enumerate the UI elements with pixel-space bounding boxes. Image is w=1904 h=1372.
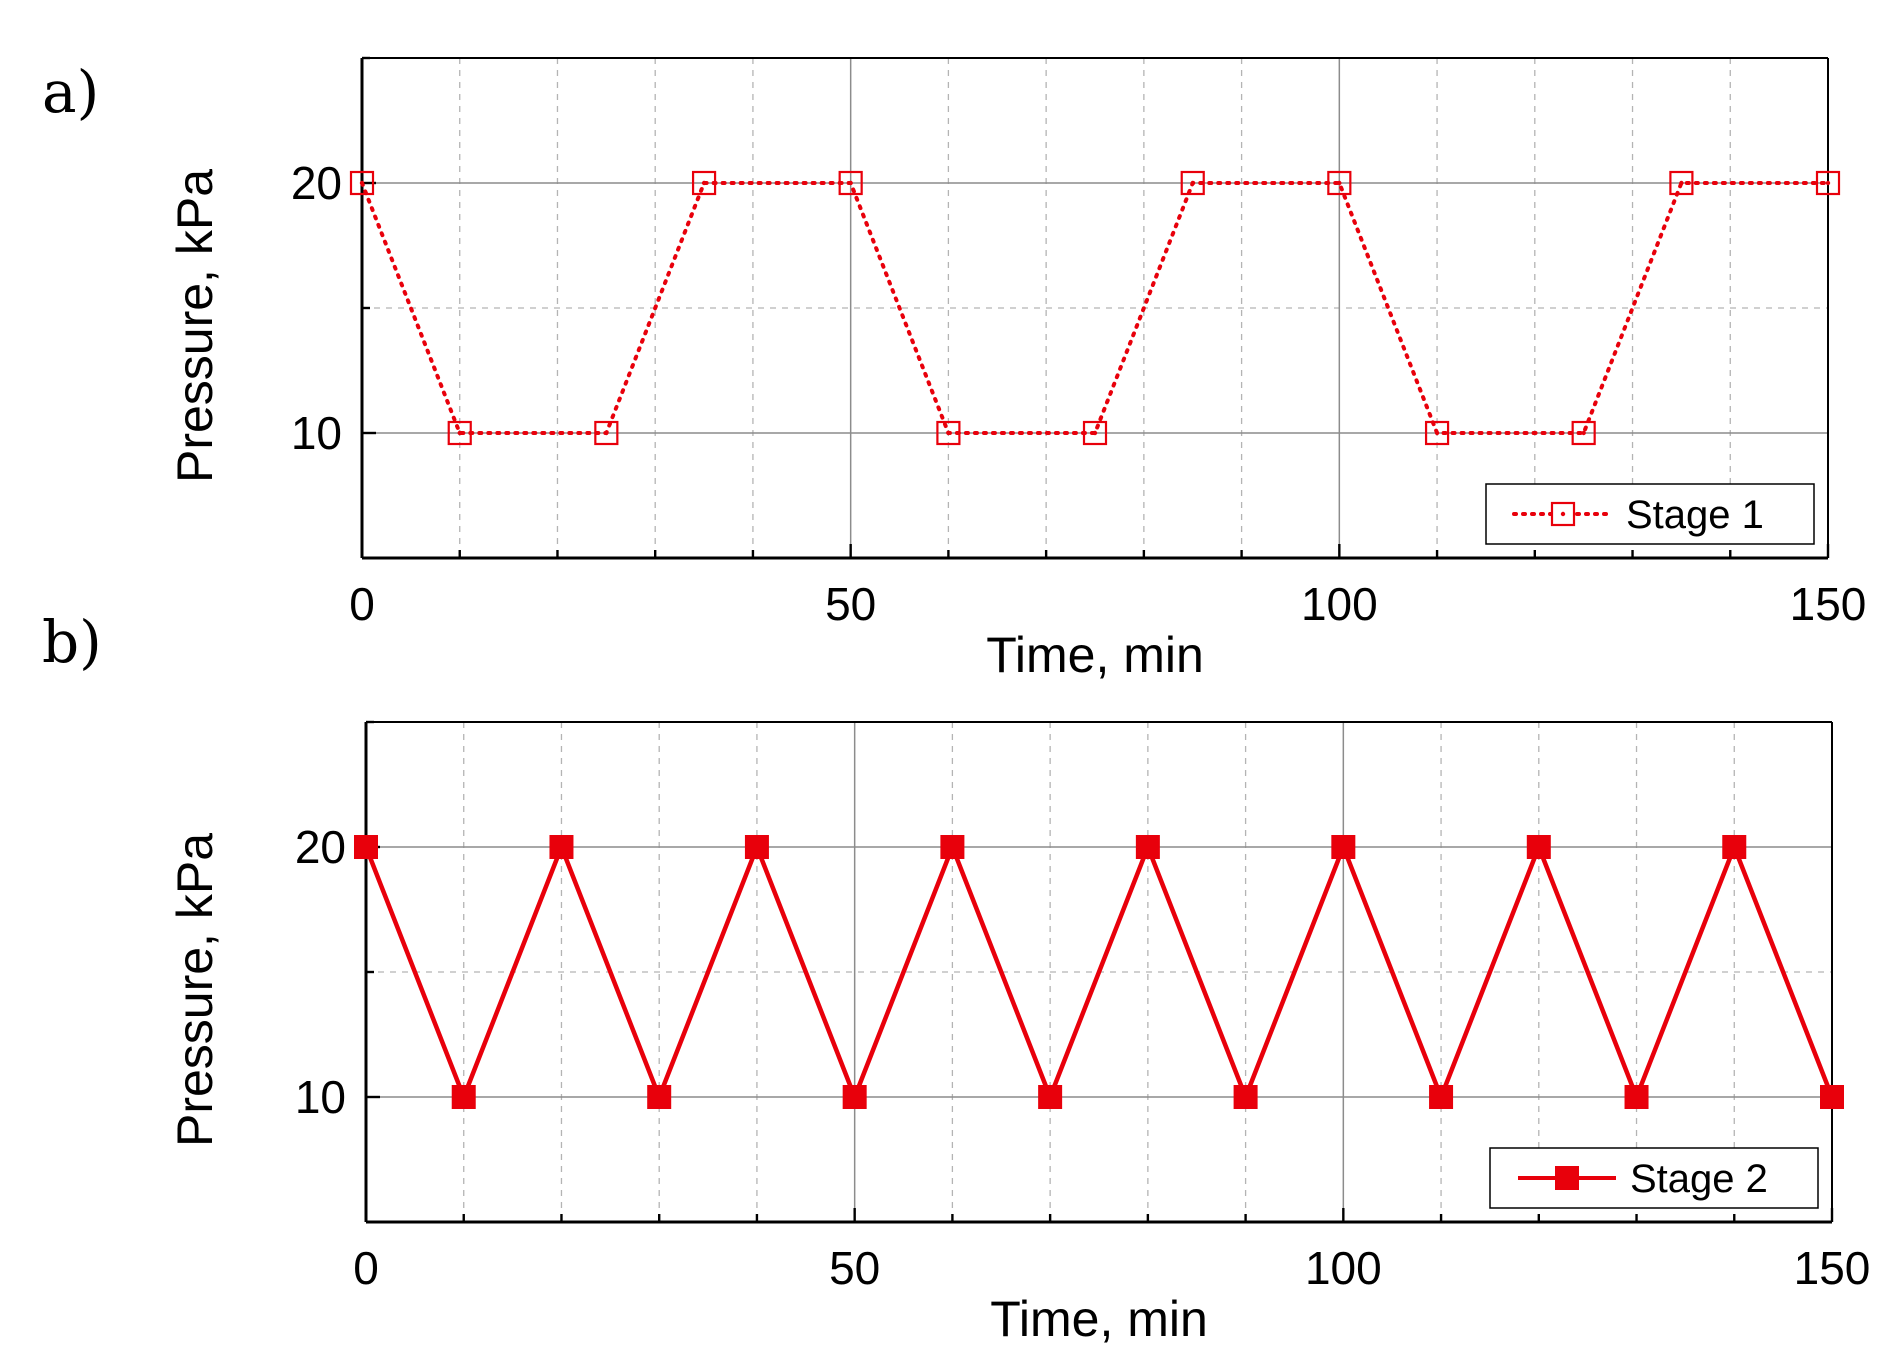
data-point [842, 1085, 867, 1109]
data-point-dot [1337, 180, 1342, 186]
data-point [691, 170, 717, 196]
data-point [1571, 420, 1596, 446]
y-tick-label: 20 [295, 821, 346, 873]
x-tick-label: 50 [825, 578, 876, 630]
data-point [1820, 1085, 1844, 1109]
data-point [594, 420, 619, 446]
data-point [1424, 420, 1450, 446]
data-point-dot [1581, 430, 1586, 436]
y-axis-title: Pressure, kPa [167, 833, 223, 1147]
data-point-dot [359, 180, 365, 186]
data-point [549, 835, 574, 859]
data-point [1722, 835, 1747, 859]
data-point [940, 835, 965, 859]
chart-panel-1: a) 0 50 100 150 10 20 Time, min Pressure, kPa Sta… [42, 56, 1867, 683]
y-tick-label: 10 [291, 407, 342, 459]
data-point [838, 170, 863, 196]
x-tick-label: 0 [349, 578, 375, 630]
data-point [354, 835, 378, 859]
data-point [349, 170, 375, 196]
legend-marker-dot [1560, 511, 1566, 517]
x-tick-label: 100 [1301, 578, 1378, 630]
data-point [647, 1085, 672, 1109]
data-point [451, 1085, 476, 1109]
data-point [1429, 1085, 1454, 1109]
data-point-dot [457, 430, 462, 436]
data-point [744, 835, 769, 859]
chart-panel-2: b) 0 50 100 150 10 20 Time, min Pressure, kPa Sta… [42, 608, 1870, 1347]
data-point [1135, 835, 1160, 859]
x-tick-label: 100 [1305, 1242, 1382, 1294]
x-tick-label: 0 [353, 1242, 379, 1294]
x-axis-title: Time, min [986, 627, 1204, 683]
data-point [1180, 170, 1205, 196]
x-tick-label: 50 [829, 1242, 880, 1294]
legend-label: Stage 2 [1630, 1157, 1768, 1201]
legend: Stage 2 [1489, 1147, 1819, 1209]
data-point-dot [701, 180, 707, 186]
data-point [1669, 170, 1694, 196]
data-point [447, 420, 472, 446]
data-point [1526, 835, 1551, 859]
y-axis-title: Pressure, kPa [167, 169, 223, 483]
data-point-dot [1092, 430, 1098, 436]
data-point [1331, 835, 1356, 859]
data-point-dot [604, 430, 609, 436]
data-point-dot [1434, 430, 1440, 436]
data-point [936, 420, 961, 446]
data-point-dot [1825, 180, 1831, 186]
legend-label: Stage 1 [1626, 493, 1764, 537]
data-point [1082, 420, 1108, 446]
data-point-dot [1190, 180, 1195, 186]
x-tick-label: 150 [1794, 1242, 1871, 1294]
data-point [1327, 170, 1352, 196]
data-point-dot [1679, 180, 1684, 186]
data-point-dot [946, 430, 951, 436]
data-point [1038, 1085, 1063, 1109]
x-tick-label: 150 [1790, 578, 1867, 630]
panel-label: a) [42, 58, 99, 126]
data-point [1624, 1085, 1649, 1109]
data-point [1233, 1085, 1258, 1109]
series-line [363, 844, 1835, 1100]
legend-marker [1555, 1166, 1579, 1190]
panel-label: b) [42, 608, 102, 676]
y-tick-label: 10 [295, 1071, 346, 1123]
data-point [1815, 170, 1841, 196]
legend: Stage 1 [1485, 483, 1815, 545]
x-axis-title: Time, min [990, 1291, 1208, 1347]
data-point-dot [848, 180, 853, 186]
y-tick-label: 20 [291, 157, 342, 209]
